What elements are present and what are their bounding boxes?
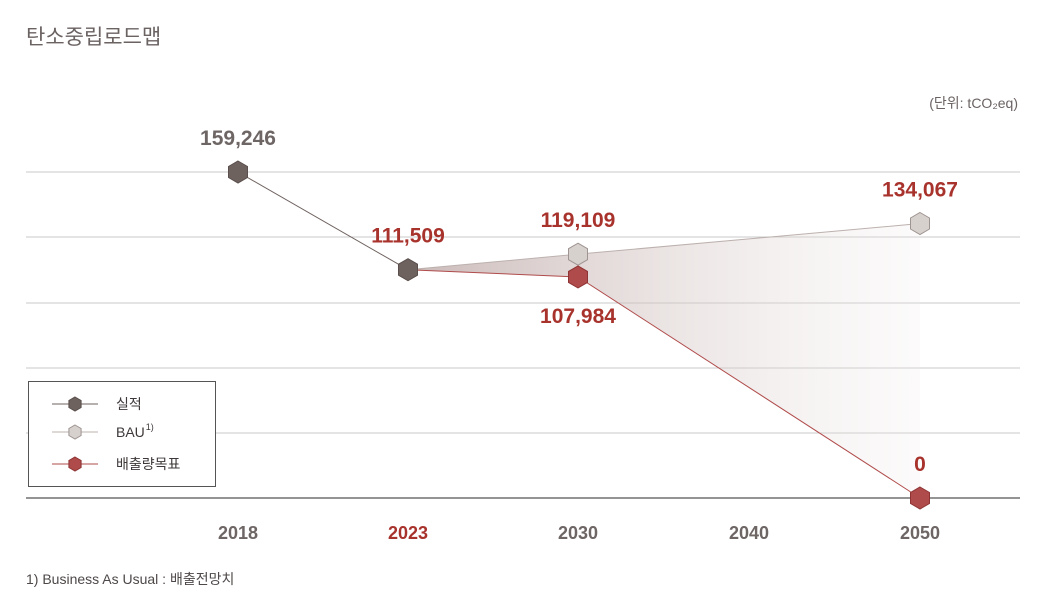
data-label: 0 [914, 453, 926, 476]
legend-superscript: 1) [146, 422, 154, 432]
x-tick-label: 2023 [388, 523, 428, 543]
unit-label: (단위: tCO₂eq) [929, 95, 1018, 111]
reduction-gap-area [408, 223, 920, 499]
reduction-gap-fill [408, 223, 920, 499]
legend-marker [68, 396, 82, 412]
data-marker [910, 486, 930, 510]
x-axis-ticks: 2018 2023 2030 2040 2050 [218, 523, 940, 543]
x-tick-label: 2018 [218, 523, 258, 543]
chart-title: 탄소중립로드맵 [26, 26, 161, 49]
data-marker [228, 160, 248, 184]
footnote: 1) Business As Usual : 배출전망치 [26, 571, 234, 587]
data-label: 134,067 [882, 179, 958, 202]
data-label: 111,509 [371, 225, 445, 248]
x-tick-label: 2030 [558, 523, 598, 543]
legend-box [28, 381, 216, 487]
data-marker [910, 211, 930, 236]
data-marker [568, 242, 588, 266]
data-markers [228, 160, 930, 510]
legend-label: 배출량목표 [116, 456, 181, 472]
series-line [237, 171, 409, 271]
legend: 실적 BAU 1) 배출량목표 [28, 381, 216, 487]
x-tick-label: 2050 [900, 523, 940, 543]
legend-marker [68, 456, 82, 472]
data-marker [568, 265, 588, 289]
data-labels: 159,246 111,509 119,109 134,067 107,984 0 [200, 127, 958, 476]
data-label: 119,109 [541, 209, 616, 232]
legend-marker [68, 424, 82, 440]
data-label: 159,246 [200, 127, 276, 150]
data-marker [398, 258, 418, 282]
legend-label: 실적 [116, 396, 142, 412]
x-tick-label: 2040 [729, 523, 769, 543]
legend-label: BAU [116, 424, 145, 440]
data-label: 107,984 [540, 305, 616, 328]
